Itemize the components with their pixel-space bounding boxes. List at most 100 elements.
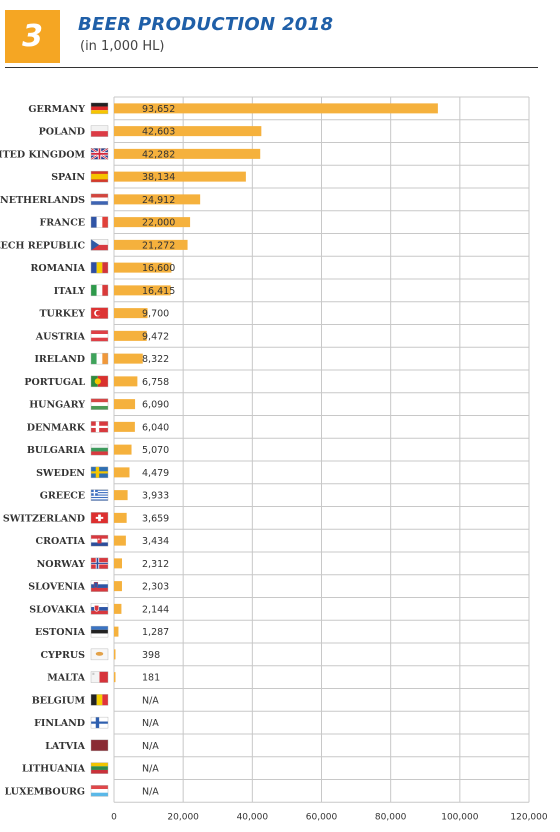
country-label: FRANCE (40, 218, 86, 229)
country-label: TURKEY (39, 309, 85, 320)
value-label: 2,144 (142, 604, 169, 615)
austria-flag-icon (90, 330, 109, 342)
country-label: DENMARK (27, 422, 86, 433)
country-label: SLOVAKIA (29, 604, 85, 615)
country-label: FINLAND (34, 718, 85, 729)
value-label: N/A (142, 718, 159, 729)
country-label: ITALY (54, 286, 85, 297)
switzerland-flag-icon (90, 512, 109, 524)
value-label: 21,272 (142, 240, 175, 251)
bar (114, 285, 171, 296)
value-label: N/A (142, 741, 159, 752)
norway-flag-icon (90, 557, 109, 570)
uk-flag-icon (90, 147, 109, 161)
value-label: 42,603 (142, 127, 175, 138)
bar (114, 399, 136, 410)
value-label: 3,933 (142, 491, 169, 502)
value-label: 93,652 (142, 104, 175, 115)
x-tick-label: 80,000 (375, 812, 407, 822)
country-label: CZECH REPUBLIC (0, 240, 85, 251)
bar (114, 376, 138, 387)
country-label: BELGIUM (32, 695, 86, 706)
x-tick-label: 120,000 (510, 812, 547, 822)
value-label: 9,700 (142, 309, 169, 320)
bar (114, 103, 438, 114)
value-label: 16,600 (142, 263, 175, 274)
belgium-flag-icon (90, 694, 109, 706)
x-tick-label: 20,000 (167, 812, 199, 822)
greece-flag-icon (90, 489, 109, 501)
bar (114, 649, 116, 660)
value-label: 6,090 (142, 400, 169, 411)
chart-subtitle: (in 1,000 HL) (80, 39, 165, 54)
chart-title: BEER PRODUCTION 2018 (78, 14, 334, 35)
bar (114, 467, 130, 478)
luxembourg-flag-icon (90, 785, 109, 797)
ireland-flag-icon (90, 352, 109, 365)
bar (114, 330, 147, 341)
country-label: PORTUGAL (24, 377, 85, 388)
finland-flag-icon (90, 716, 109, 729)
bar (114, 672, 116, 683)
hungary-flag-icon (90, 398, 109, 410)
x-tick-label: 100,000 (441, 812, 478, 822)
value-label: 4,479 (142, 468, 169, 479)
country-label: SPAIN (51, 172, 85, 183)
croatia-flag-icon (90, 534, 109, 547)
value-label: 22,000 (142, 218, 175, 229)
czech-republic-flag-icon (90, 239, 109, 251)
bar (114, 171, 246, 182)
value-label: 3,434 (142, 536, 169, 547)
country-label: GERMANY (28, 104, 85, 115)
slovenia-flag-icon (90, 580, 109, 592)
country-label: ROMANIA (30, 263, 85, 274)
x-tick-label: 60,000 (306, 812, 338, 822)
bar (114, 512, 127, 523)
bulgaria-flag-icon (90, 443, 109, 456)
value-label: 2,303 (142, 582, 169, 593)
country-label: LITHUANIA (22, 764, 86, 775)
country-label: SLOVENIA (28, 582, 85, 593)
value-label: 38,134 (142, 172, 175, 183)
country-label: HUNGARY (29, 400, 85, 411)
bar (114, 558, 122, 569)
romania-flag-icon (90, 261, 109, 274)
header-divider (5, 67, 538, 68)
country-label: SWITZERLAND (3, 513, 85, 524)
value-label: 42,282 (142, 149, 175, 160)
country-label: ESTONIA (35, 627, 86, 638)
spain-flag-icon (90, 170, 109, 183)
value-label: 6,758 (142, 377, 169, 388)
estonia-flag-icon (90, 625, 109, 638)
denmark-flag-icon (90, 421, 109, 433)
bar (114, 581, 122, 592)
value-label: 181 (142, 673, 160, 684)
germany-flag-icon (90, 102, 109, 115)
value-label: 8,322 (142, 354, 169, 365)
bar (114, 626, 119, 637)
value-label: 2,312 (142, 559, 169, 570)
bar (114, 535, 126, 546)
latvia-flag-icon (90, 739, 109, 752)
country-label: AUSTRIA (35, 331, 86, 342)
portugal-flag-icon (90, 375, 109, 388)
sweden-flag-icon (90, 466, 109, 479)
country-label: BULGARIA (27, 445, 86, 456)
bar (114, 217, 191, 228)
country-label: SWEDEN (36, 468, 85, 479)
country-label: LATVIA (45, 741, 85, 752)
country-label: CROATIA (36, 536, 86, 547)
value-label: 24,912 (142, 195, 175, 206)
bar (114, 603, 122, 614)
italy-flag-icon (90, 284, 109, 297)
bar (114, 194, 201, 205)
value-label: 1,287 (142, 627, 169, 638)
poland-flag-icon (90, 125, 109, 137)
bar (114, 126, 262, 137)
slovakia-flag-icon (90, 603, 109, 615)
country-label: LUXEMBOURG (5, 786, 85, 797)
x-tick-label: 40,000 (237, 812, 269, 822)
value-label: 3,659 (142, 513, 169, 524)
value-label: 16,415 (142, 286, 175, 297)
country-label: NORWAY (37, 559, 86, 570)
